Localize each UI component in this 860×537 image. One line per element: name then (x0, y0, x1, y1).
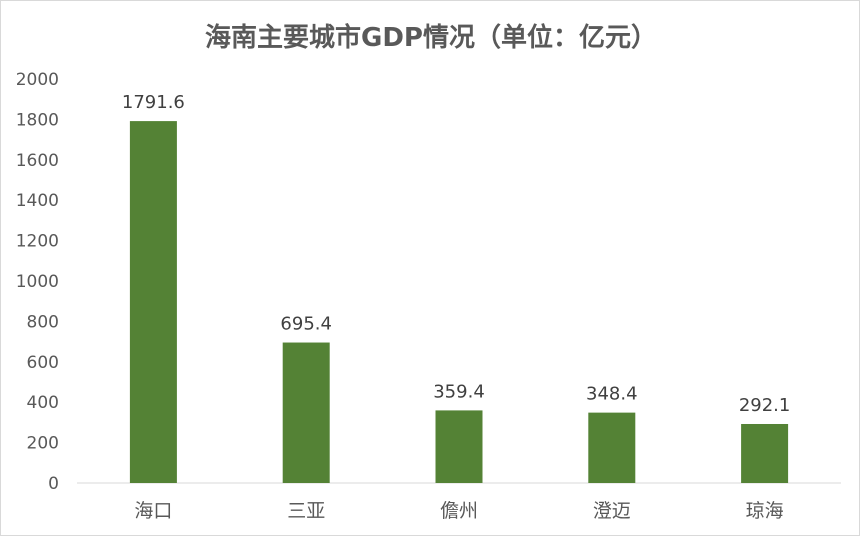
y-tick-label: 2000 (16, 70, 59, 90)
y-tick-label: 1000 (16, 272, 59, 292)
data-label: 1791.6 (122, 92, 185, 113)
x-category-label: 儋州 (440, 500, 478, 522)
x-category-label: 海口 (134, 500, 172, 522)
bar (588, 412, 636, 483)
y-tick-label: 1200 (16, 232, 59, 252)
x-category-label: 三亚 (287, 500, 325, 522)
y-tick-label: 1800 (16, 110, 59, 130)
x-category-label: 澄迈 (593, 500, 631, 522)
y-tick-label: 600 (27, 353, 59, 373)
bar (282, 342, 330, 483)
data-label: 695.4 (280, 314, 332, 335)
data-label: 292.1 (739, 395, 791, 416)
chart-title: 海南主要城市GDP情况（单位：亿元） (205, 23, 657, 53)
y-tick-label: 400 (27, 393, 59, 413)
x-category-label: 琼海 (746, 500, 784, 522)
data-label: 359.4 (433, 381, 485, 402)
data-label: 348.4 (586, 384, 638, 405)
y-tick-label: 800 (27, 312, 59, 332)
bar (129, 121, 177, 483)
bar (741, 423, 789, 483)
y-tick-label: 1400 (16, 191, 59, 211)
y-tick-label: 200 (27, 434, 59, 454)
y-tick-label: 0 (48, 474, 59, 494)
y-tick-label: 1600 (16, 151, 59, 171)
bar (435, 410, 483, 483)
